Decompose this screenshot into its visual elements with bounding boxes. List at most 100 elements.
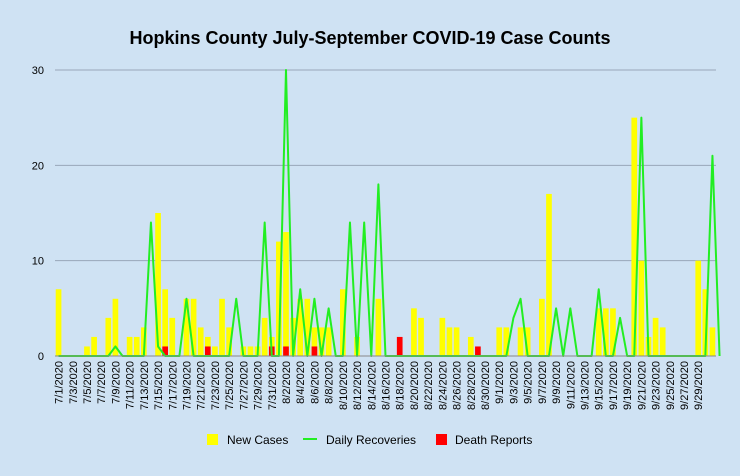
- death-report-bar: [475, 346, 481, 356]
- x-tick-label: 8/14/2020: [366, 361, 378, 410]
- x-tick-label: 8/16/2020: [381, 361, 393, 410]
- x-tick-label: 8/10/2020: [338, 361, 350, 410]
- legend-label-death-reports: Death Reports: [455, 433, 532, 447]
- x-tick-label: 9/17/2020: [608, 361, 620, 410]
- new-cases-bar: [133, 336, 140, 356]
- new-cases-bar: [212, 346, 218, 356]
- legend-swatch-death-reports: [436, 434, 447, 445]
- new-cases-bar: [91, 336, 97, 356]
- x-tick-label: 7/13/2020: [139, 361, 151, 410]
- new-cases-bar: [631, 117, 638, 357]
- x-tick-label: 7/9/2020: [110, 361, 122, 404]
- x-tick-label: 8/28/2020: [466, 361, 478, 410]
- x-tick-label: 7/21/2020: [196, 361, 208, 410]
- new-cases-bar: [162, 289, 169, 356]
- x-tick-label: 8/8/2020: [324, 361, 336, 404]
- death-report-bar: [162, 346, 169, 356]
- legend-label-daily-recoveries: Daily Recoveries: [326, 433, 416, 447]
- x-tick-label: 9/9/2020: [551, 361, 563, 404]
- gridlines: [55, 69, 716, 262]
- new-cases-bar: [112, 298, 119, 356]
- new-cases-bar: [610, 308, 616, 356]
- x-tick-label: 7/25/2020: [224, 361, 236, 410]
- new-cases-bar: [197, 327, 204, 356]
- x-tick-label: 9/29/2020: [693, 361, 705, 410]
- new-cases-bar: [325, 327, 332, 356]
- y-tick-label: 20: [32, 160, 44, 172]
- new-cases-bar: [709, 327, 716, 356]
- new-cases-bar: [297, 298, 304, 356]
- x-tick-label: 7/11/2020: [125, 361, 137, 409]
- new-cases-bar: [169, 317, 176, 356]
- x-axis-ticks: 7/1/2020 7/3/2020 7/5/2020 7/7/2020 7/9/2020…: [54, 361, 706, 410]
- x-tick-label: 7/19/2020: [181, 361, 193, 410]
- new-cases-bar: [446, 327, 453, 356]
- new-cases-bar: [219, 298, 225, 356]
- x-tick-label: 9/21/2020: [636, 361, 648, 410]
- new-cases-bar: [226, 327, 232, 356]
- death-report-bar: [311, 346, 318, 356]
- death-report-bar: [396, 336, 403, 356]
- x-tick-label: 9/3/2020: [508, 361, 520, 404]
- x-tick-label: 8/18/2020: [395, 361, 407, 410]
- new-cases-bar: [496, 327, 503, 356]
- new-cases-bar: [453, 327, 460, 356]
- x-tick-label: 7/29/2020: [253, 361, 265, 410]
- new-cases-bar: [318, 327, 325, 356]
- new-cases-bar: [539, 298, 545, 356]
- x-tick-label: 9/13/2020: [580, 361, 592, 410]
- new-cases-bar: [595, 308, 602, 356]
- y-tick-label: 10: [32, 256, 44, 268]
- x-tick-label: 7/31/2020: [267, 361, 279, 410]
- new-cases-bar: [190, 298, 197, 356]
- new-cases-bar: [517, 327, 524, 356]
- legend: New Cases Daily Recoveries Death Reports: [207, 433, 532, 447]
- new-cases-bar: [340, 289, 346, 356]
- legend-item-daily-recoveries: Daily Recoveries: [303, 433, 416, 447]
- new-cases-bar: [105, 317, 112, 356]
- new-cases-bar: [524, 327, 531, 356]
- new-cases-bar: [602, 308, 609, 356]
- new-cases-bar: [304, 298, 311, 356]
- x-tick-label: 9/15/2020: [594, 361, 606, 410]
- new-cases-bars: [55, 117, 716, 357]
- x-tick-label: 7/27/2020: [238, 361, 250, 410]
- new-cases-bar: [411, 308, 417, 356]
- x-tick-label: 8/12/2020: [352, 361, 364, 410]
- new-cases-bar: [261, 317, 268, 356]
- new-cases-bar: [155, 213, 161, 356]
- chart-title: Hopkins County July-September COVID-19 C…: [129, 28, 610, 48]
- x-tick-label: 9/7/2020: [537, 361, 549, 404]
- x-tick-label: 9/11/2020: [565, 361, 577, 409]
- legend-item-new-cases: New Cases: [207, 433, 288, 447]
- new-cases-bar: [439, 317, 446, 356]
- new-cases-bar: [375, 298, 382, 356]
- death-report-bar: [283, 346, 289, 356]
- new-cases-bar: [126, 336, 133, 356]
- new-cases-bar: [503, 327, 510, 356]
- legend-label-new-cases: New Cases: [227, 433, 288, 447]
- x-tick-label: 9/19/2020: [622, 361, 634, 410]
- new-cases-bar: [695, 260, 702, 356]
- x-tick-label: 8/30/2020: [480, 361, 492, 410]
- y-tick-label: 30: [32, 65, 44, 77]
- new-cases-bar: [183, 298, 190, 356]
- y-tick-label: 0: [38, 351, 44, 363]
- x-tick-label: 7/1/2020: [54, 361, 66, 404]
- legend-item-death-reports: Death Reports: [436, 433, 532, 447]
- new-cases-bar: [418, 317, 424, 356]
- x-tick-label: 9/27/2020: [679, 361, 691, 410]
- x-tick-label: 7/5/2020: [82, 361, 94, 404]
- x-tick-label: 8/22/2020: [423, 361, 435, 410]
- new-cases-bar: [546, 193, 552, 356]
- x-tick-label: 8/20/2020: [409, 361, 421, 410]
- x-tick-label: 8/24/2020: [437, 361, 449, 410]
- death-report-bar: [204, 346, 211, 356]
- x-tick-label: 8/26/2020: [452, 361, 464, 410]
- x-tick-label: 9/5/2020: [523, 361, 535, 404]
- x-tick-label: 7/17/2020: [167, 361, 179, 410]
- new-cases-bar: [247, 346, 254, 356]
- x-tick-label: 9/1/2020: [494, 361, 506, 404]
- new-cases-bar: [702, 289, 709, 356]
